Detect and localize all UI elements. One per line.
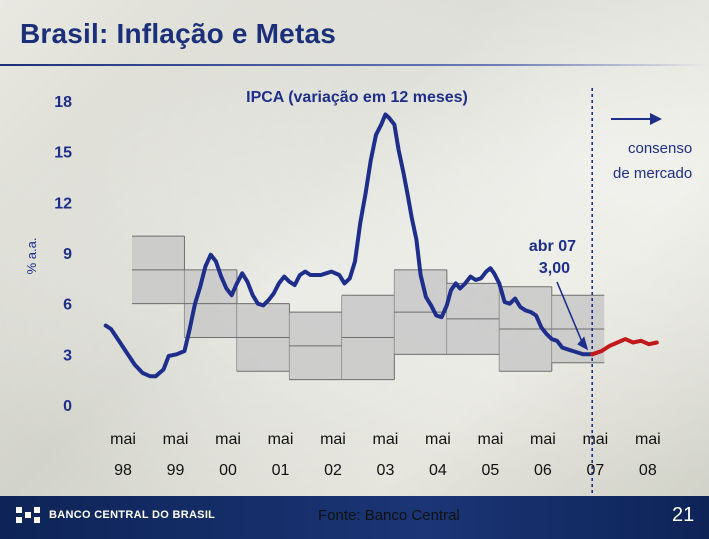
x-tick-label-year: 98	[114, 462, 132, 479]
page-number: 21	[672, 504, 695, 526]
x-tick-label-year: 01	[272, 462, 290, 479]
x-tick-label-month: mai	[425, 431, 451, 448]
slide-title: Brasil: Inflação e Metas	[20, 18, 337, 49]
x-tick-label-month: mai	[215, 431, 241, 448]
y-tick-label: 9	[63, 246, 72, 263]
x-axis-ticks: mai 98 mai 99 mai 00 mai 01 mai 02 mai 03 mai 04 mai 05…	[110, 431, 661, 479]
consensus-label-line1: consenso	[628, 140, 692, 157]
x-tick-label-month: mai	[478, 431, 504, 448]
abr07-label-line2: 3,00	[539, 260, 570, 277]
abr07-annotation: abr 07 3,00	[529, 238, 589, 351]
bcb-logo-icon	[16, 507, 40, 523]
ipca-observed-line	[103, 112, 595, 379]
y-axis-label: % a.a.	[24, 238, 39, 275]
consensus-arrow-head	[650, 113, 662, 125]
x-tick-label-year: 02	[324, 462, 342, 479]
x-tick-label-year: 03	[377, 462, 395, 479]
consensus-label-line2: de mercado	[613, 165, 692, 182]
y-tick-label: 12	[54, 195, 72, 212]
target-bands	[131, 235, 605, 381]
x-tick-label-year: 99	[167, 462, 185, 479]
x-tick-label-month: mai	[163, 431, 189, 448]
x-tick-label-year: 08	[639, 462, 657, 479]
x-tick-label-month: mai	[582, 431, 608, 448]
x-tick-label-year: 04	[429, 462, 447, 479]
x-tick-label-year: 07	[586, 462, 604, 479]
chart-title: IPCA (variação em 12 meses)	[246, 89, 468, 106]
footer-bar	[0, 496, 709, 539]
y-tick-label: 0	[63, 398, 72, 415]
ipca-forecast-line	[590, 337, 659, 357]
y-tick-label: 15	[54, 145, 72, 162]
x-tick-label-month: mai	[320, 431, 346, 448]
x-tick-label-year: 06	[534, 462, 552, 479]
y-axis-ticks: 0 3 6 9 12 15 18	[54, 94, 72, 415]
x-tick-label-year: 00	[219, 462, 237, 479]
abr07-pointer-head	[577, 336, 589, 351]
x-tick-label-month: mai	[268, 431, 294, 448]
bcb-logo-text: BANCO CENTRAL DO BRASIL	[49, 509, 216, 521]
y-tick-label: 3	[63, 347, 72, 364]
series-lines	[103, 112, 659, 379]
x-tick-label-month: mai	[635, 431, 661, 448]
x-tick-label-month: mai	[373, 431, 399, 448]
abr07-label-line1: abr 07	[529, 238, 576, 255]
x-tick-label-month: mai	[530, 431, 556, 448]
x-tick-label-month: mai	[110, 431, 136, 448]
consensus-annotation: consenso de mercado	[611, 113, 692, 182]
title-underline	[0, 64, 709, 66]
x-tick-label-year: 05	[482, 462, 500, 479]
bcb-logo: BANCO CENTRAL DO BRASIL	[15, 504, 215, 526]
y-tick-label: 18	[54, 94, 72, 111]
abr07-pointer-line	[556, 281, 583, 343]
source-note: Fonte: Banco Central	[318, 507, 460, 524]
y-tick-label: 6	[63, 297, 72, 314]
